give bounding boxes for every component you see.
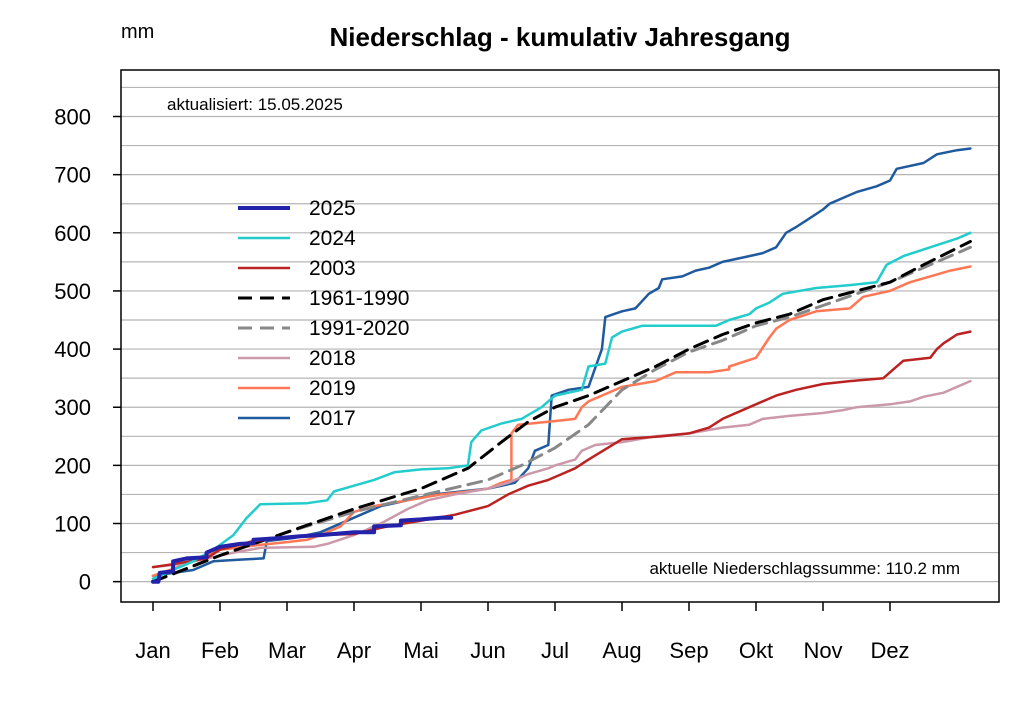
x-tick-label: Jun — [470, 638, 505, 663]
y-tick-label: 200 — [54, 453, 91, 478]
chart-title: Niederschlag - kumulativ Jahresgang — [330, 22, 791, 52]
legend-label-1961-1990: 1961-1990 — [309, 287, 409, 310]
y-axis-unit: mm — [121, 21, 154, 43]
y-tick-label: 500 — [54, 279, 91, 304]
y-tick-label: 800 — [54, 105, 91, 130]
legend-label-2017: 2017 — [309, 407, 356, 430]
x-tick-label: Mai — [403, 638, 438, 663]
series-layer — [151, 147, 972, 584]
x-tick-label: Aug — [602, 638, 641, 663]
series-line-2018 — [151, 379, 972, 569]
y-tick-label: 700 — [54, 163, 91, 188]
y-tick-label: 300 — [54, 395, 91, 420]
x-tick-label: Mar — [268, 638, 306, 663]
y-tick-label: 400 — [54, 337, 91, 362]
series-line-1991-2020 — [151, 245, 972, 584]
grid — [121, 86, 999, 583]
series-line-1961-1990 — [151, 240, 972, 584]
x-tick-label: Jul — [541, 638, 569, 663]
y-tick-label: 600 — [54, 221, 91, 246]
x-tick-label: Sep — [669, 638, 708, 663]
x-tick-label: Jan — [135, 638, 170, 663]
legend-label-2024: 2024 — [309, 227, 356, 250]
x-tick-label: Nov — [803, 638, 842, 663]
x-tick-label: Apr — [337, 638, 371, 663]
series-line-2025 — [151, 515, 454, 584]
x-tick-label: Feb — [201, 638, 239, 663]
plot-frame — [120, 69, 1000, 603]
precipitation-summary: aktuelle Niederschlagssumme: 110.2 mm — [649, 559, 960, 578]
legend-label-2025: 2025 — [309, 197, 356, 220]
x-tick-label: Okt — [739, 638, 773, 663]
y-tick-label: 100 — [54, 512, 91, 537]
x-tick-label: Dez — [870, 638, 909, 663]
updated-note: aktualisiert: 15.05.2025 — [167, 95, 343, 114]
legend-label-1991-2020: 1991-2020 — [309, 317, 409, 340]
legend-label-2018: 2018 — [309, 347, 356, 370]
series-line-2024 — [151, 231, 972, 580]
series-line-2017 — [151, 147, 972, 578]
y-axis: 0 100 200 300 400 500 600 700 800 — [54, 105, 121, 595]
series-line-2019 — [151, 265, 972, 578]
legend-label-2019: 2019 — [309, 377, 356, 400]
legend: 2025 2024 2003 1961-1990 1991-2020 2018 2019 20… — [238, 197, 409, 430]
x-axis: Jan Feb Mar Apr Mai Jun Jul Aug Sep Okt Nov Dez — [135, 602, 910, 663]
legend-label-2003: 2003 — [309, 257, 356, 280]
series-line-2003 — [151, 330, 972, 569]
y-tick-label: 0 — [79, 570, 91, 595]
